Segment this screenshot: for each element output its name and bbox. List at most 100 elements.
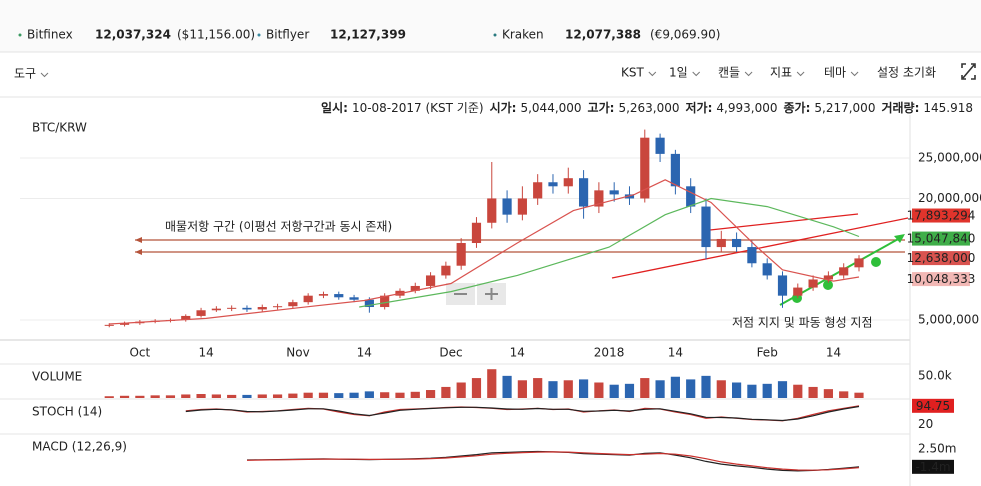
support-point — [871, 257, 881, 267]
volume-bar — [119, 395, 130, 398]
arrow-head — [135, 237, 142, 243]
volume-bar — [655, 380, 665, 398]
candle-body — [854, 258, 864, 268]
candle-body — [609, 190, 619, 195]
x-tick-label: 14 — [199, 346, 214, 360]
indicator-tag — [912, 459, 954, 474]
volume-bar — [471, 378, 482, 398]
volume-bar — [487, 369, 497, 398]
arrow-head — [894, 234, 905, 243]
x-tick-label: Dec — [439, 346, 462, 360]
candle-body — [272, 306, 283, 308]
info-label: 저가: — [686, 100, 713, 115]
candle-body — [701, 206, 711, 248]
info-value: 4,993,000 — [716, 101, 777, 115]
candle-body — [303, 295, 313, 303]
trend-line — [611, 217, 909, 279]
info-label: 종가: — [783, 100, 810, 115]
x-tick-label: Feb — [757, 346, 778, 360]
trend-line — [709, 213, 859, 231]
candle-body — [227, 307, 237, 309]
bullet — [18, 33, 22, 37]
price-tag-label: 12,638,000 — [907, 251, 976, 265]
y-tick-label: 5,000,000 — [918, 312, 979, 326]
volume-bar — [793, 384, 803, 398]
volume-bar — [594, 382, 604, 398]
volume-bar — [104, 396, 114, 398]
candle-body — [288, 302, 298, 307]
ohlc-info: 일시: 10-08-2017 (KST 기준) 시가: 5,044,000 고가: 5,2… — [321, 100, 973, 115]
zoom-out-button[interactable] — [446, 283, 475, 305]
candle-body — [410, 285, 420, 291]
volume-bar — [257, 394, 267, 398]
volume-bar — [395, 392, 405, 398]
candle-body — [777, 275, 788, 296]
volume-bar — [823, 389, 833, 398]
dropdown-chevron — [850, 71, 859, 77]
info-label: 시가: — [490, 100, 517, 115]
exchange-price: 12,077,388 — [565, 28, 641, 42]
annotation: 매물저항 구간 (이평선 저항구간과 동시 존재) — [165, 220, 392, 234]
info-value: 5,217,000 — [814, 101, 875, 115]
indicator-tag-label: 94.75 — [916, 399, 950, 413]
panel-title: MACD (12,26,9) — [32, 440, 127, 454]
volume-bar — [456, 382, 466, 398]
candle-body — [517, 198, 527, 215]
volume-bar — [502, 375, 512, 398]
volume-bar — [165, 395, 176, 398]
volume-bar — [808, 386, 818, 398]
fullscreen-button[interactable] — [961, 63, 976, 80]
indicator-line — [246, 451, 860, 471]
zoom-in-button[interactable] — [477, 283, 506, 305]
info-value: 145.918 — [923, 101, 973, 115]
candle-body — [441, 265, 451, 276]
dropdown-chevron — [40, 72, 49, 78]
x-tick-label: Oct — [129, 346, 150, 360]
candle-body — [533, 182, 543, 199]
toolbar-item[interactable]: 지표 — [770, 66, 792, 80]
y-tick-label: 20 — [918, 417, 933, 431]
x-tick-label: 14 — [510, 346, 525, 360]
candle-body — [594, 190, 604, 207]
price-tag-label: 17,893,294 — [907, 209, 976, 223]
volume-bar — [640, 378, 650, 398]
candle-body — [471, 222, 482, 244]
candle-body — [808, 279, 818, 288]
moving-average — [109, 179, 860, 325]
info-label: 거래량: — [881, 100, 919, 115]
annotation: 저점 지지 및 파동 형성 지점 — [732, 316, 873, 330]
volume-bar — [380, 392, 390, 398]
info-value: 5,263,000 — [618, 101, 679, 115]
bullet — [257, 33, 261, 37]
candle-body — [211, 308, 221, 311]
bullet — [493, 33, 497, 37]
volume-bar — [563, 380, 573, 398]
candle-body — [380, 295, 390, 308]
indicator-line — [185, 405, 860, 422]
candle-body — [762, 263, 772, 276]
info-label: 고가: — [588, 100, 615, 115]
moving-average — [359, 197, 860, 308]
candle-body — [425, 275, 436, 286]
tools-menu[interactable]: 도구 — [14, 67, 36, 81]
x-tick-label: 14 — [357, 346, 372, 360]
candle-body — [747, 247, 757, 264]
volume-bar — [609, 384, 619, 398]
toolbar-item[interactable]: 설정 초기화 — [877, 66, 936, 80]
volume-bar — [364, 391, 374, 398]
candle-body — [502, 198, 512, 215]
candle-body — [686, 186, 696, 207]
exchange-name: Bitflyer — [266, 28, 309, 42]
volume-bar — [318, 392, 329, 398]
toolbar-item[interactable]: KST — [621, 66, 644, 80]
candle-body — [655, 137, 665, 154]
volume-bar — [196, 394, 206, 398]
volume-bar — [762, 383, 772, 398]
toolbar-item[interactable]: 테마 — [824, 66, 846, 80]
ticker-bar — [0, 0, 981, 52]
indicator-line — [185, 405, 860, 422]
toolbar-item[interactable]: 1일 — [669, 66, 688, 80]
candle-body — [119, 323, 130, 325]
toolbar-item[interactable]: 캔들 — [718, 66, 740, 80]
